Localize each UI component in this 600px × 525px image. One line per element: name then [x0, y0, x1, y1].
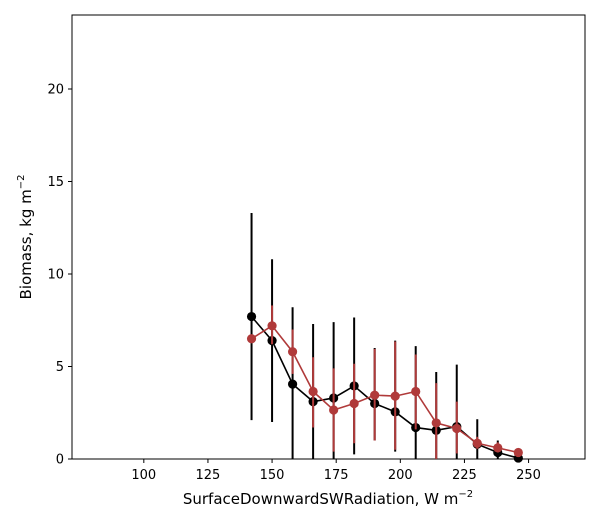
data-point: [431, 418, 441, 428]
x-tick-label: 125: [196, 468, 221, 483]
series-layer: [246, 212, 523, 463]
data-point: [329, 405, 339, 415]
data-point: [308, 386, 318, 397]
x-axis-label: SurfaceDownwardSWRadiation, W m−2: [183, 489, 473, 508]
data-point: [452, 423, 462, 434]
data-point: [411, 386, 421, 397]
data-point: [493, 443, 503, 453]
data-point: [246, 334, 257, 344]
data-point: [349, 398, 359, 409]
x-tick-label: 150: [260, 468, 285, 483]
data-point: [246, 311, 257, 322]
x-tick-label: 225: [452, 468, 477, 483]
x-axis: 100 125 150 175 200 225 250: [131, 459, 541, 483]
y-axis: 0 5 10 15 20: [47, 83, 72, 468]
x-tick-label: 250: [516, 468, 541, 483]
data-point: [390, 391, 400, 401]
x-tick-label: 100: [131, 468, 156, 483]
y-axis-label: Biomass, kg m−2: [16, 175, 35, 300]
data-point: [472, 438, 482, 448]
data-point: [513, 447, 523, 458]
y-tick-label: 15: [47, 175, 64, 190]
y-tick-label: 20: [47, 83, 64, 98]
data-point: [287, 379, 298, 389]
x-tick-label: 200: [388, 468, 413, 483]
y-tick-label: 10: [47, 268, 64, 283]
y-tick-label: 0: [56, 453, 64, 468]
x-tick-label: 175: [324, 468, 349, 483]
series-1: [246, 305, 523, 459]
data-point: [267, 321, 277, 331]
plot-frame: [71, 14, 586, 460]
y-tick-label: 5: [56, 360, 64, 375]
data-point: [370, 390, 380, 400]
data-point: [287, 347, 298, 357]
